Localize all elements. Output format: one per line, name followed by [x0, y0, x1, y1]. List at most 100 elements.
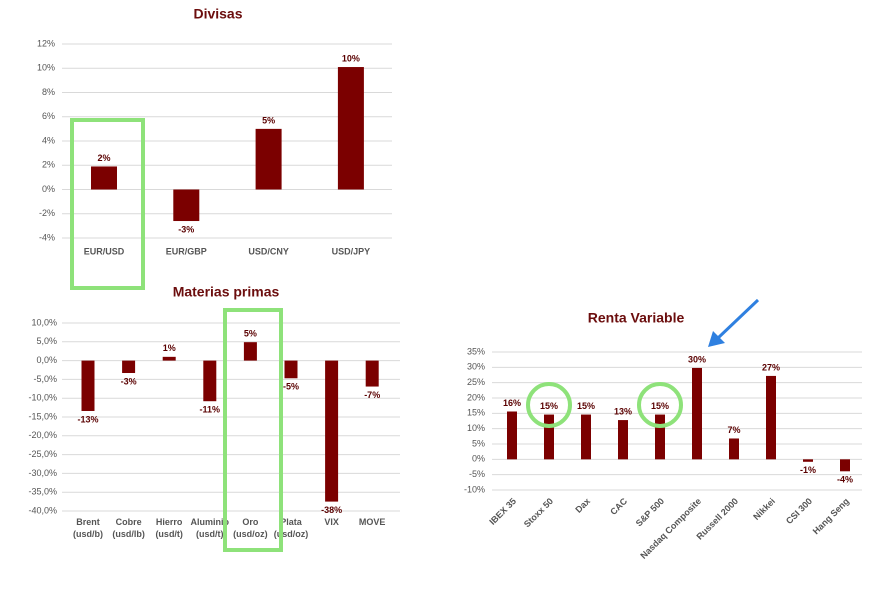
y-tick-label: 30% [467, 362, 485, 372]
x-tick-label: EUR/USD [84, 246, 125, 256]
y-tick-label: 0% [42, 184, 55, 194]
value-label: 30% [688, 354, 706, 364]
bar [618, 420, 628, 460]
bar [803, 459, 813, 462]
y-tick-label: 10% [467, 423, 485, 433]
highlight-box [223, 308, 283, 552]
y-tick-label: -40,0% [28, 505, 57, 515]
value-label: -5% [283, 382, 299, 392]
bar [81, 360, 95, 411]
value-label: -4% [837, 475, 853, 485]
value-label: 10% [342, 53, 360, 63]
y-tick-label: -25,0% [28, 449, 57, 459]
y-tick-label: 35% [467, 346, 485, 356]
value-label: 27% [762, 362, 780, 372]
value-label: 5% [244, 329, 257, 339]
bar [255, 128, 282, 190]
y-tick-label: 15% [467, 408, 485, 418]
bar [284, 360, 298, 379]
value-label: -11% [200, 405, 221, 415]
y-tick-label: 8% [42, 87, 55, 97]
value-label: -3% [121, 376, 137, 386]
bar [243, 342, 257, 361]
chart-title: Divisas [193, 6, 242, 22]
x-tick-label-box: Cobre (usd/lb) [112, 517, 145, 539]
y-tick-label: 4% [42, 135, 55, 145]
arrow [708, 298, 760, 347]
bar [162, 356, 176, 361]
highlight-box [70, 118, 145, 290]
y-tick-label: -35,0% [28, 487, 57, 497]
y-tick-label: 2% [42, 160, 55, 170]
y-tick-label: 0,0% [36, 355, 57, 365]
y-tick-label: 6% [42, 111, 55, 121]
y-tick-label: 0% [472, 454, 485, 464]
y-tick-label: -5% [469, 469, 485, 479]
y-tick-label: 10,0% [31, 317, 57, 327]
highlight-circle [637, 382, 683, 428]
x-tick-label: VIX [324, 517, 339, 527]
y-tick-label: 25% [467, 377, 485, 387]
bar [91, 166, 117, 190]
value-label: -1% [800, 465, 816, 475]
chart-title: Renta Variable [588, 310, 685, 326]
value-label: 15% [577, 401, 595, 411]
value-label: 15% [540, 401, 558, 411]
y-tick-label: 5,0% [36, 336, 57, 346]
value-label: 1% [163, 343, 176, 353]
bar [337, 67, 364, 190]
x-tick-label: MOVE [358, 517, 386, 527]
bar [840, 459, 850, 472]
chart-title: Materias primas [173, 284, 280, 300]
bar [544, 414, 554, 460]
value-label: -13% [77, 414, 98, 424]
y-tick-label: -10,0% [28, 393, 57, 403]
y-tick-label: -5,0% [33, 374, 57, 384]
x-tick-label-box: Aluminio (usd/t) [190, 517, 230, 539]
bar [122, 360, 136, 374]
bar [173, 189, 200, 222]
x-tick-label-box: Hierro (usd/t) [155, 517, 183, 539]
value-label: -3% [178, 224, 194, 234]
x-tick-label: Hierro (usd/t) [155, 517, 183, 539]
x-tick-label-box: Oro (usd/oz) [233, 517, 268, 539]
bar [507, 411, 517, 460]
x-tick-label: Cobre (usd/lb) [112, 517, 145, 539]
value-label: 13% [614, 406, 632, 416]
y-tick-label: 20% [467, 392, 485, 402]
y-tick-label: 12% [37, 38, 55, 48]
value-label: 7% [727, 425, 740, 435]
y-tick-label: -15,0% [28, 411, 57, 421]
y-tick-label: 5% [472, 438, 485, 448]
y-tick-label: -10% [464, 484, 485, 494]
bar [365, 360, 379, 387]
y-tick-label: -20,0% [28, 430, 57, 440]
bar [729, 438, 739, 460]
x-tick-label: Brent (usd/b) [73, 517, 103, 539]
bar [692, 367, 702, 460]
y-tick-label: -4% [39, 232, 55, 242]
x-tick-label-box: Brent (usd/b) [73, 517, 103, 539]
value-label: 16% [503, 398, 521, 408]
bar [325, 360, 339, 502]
bar [655, 414, 665, 460]
y-tick-label: 10% [37, 63, 55, 73]
x-tick-label: Plata (usd/oz) [273, 517, 309, 539]
y-tick-label: -2% [39, 208, 55, 218]
x-tick-label: EUR/GBP [166, 246, 207, 256]
y-tick-label: -30,0% [28, 468, 57, 478]
x-tick-label: USD/JPY [332, 246, 371, 256]
x-tick-label-box: VIX [324, 517, 339, 527]
value-label: -7% [364, 390, 380, 400]
x-tick-label: USD/CNY [248, 246, 289, 256]
value-label: 2% [97, 153, 110, 163]
x-tick-label-box: MOVE [358, 517, 386, 527]
x-tick-label: Aluminio (usd/t) [190, 517, 230, 539]
x-tick-label: Oro (usd/oz) [233, 517, 268, 539]
x-tick-label-box: Plata (usd/oz) [273, 517, 309, 539]
value-label: 15% [651, 401, 669, 411]
highlight-circle [526, 382, 572, 428]
